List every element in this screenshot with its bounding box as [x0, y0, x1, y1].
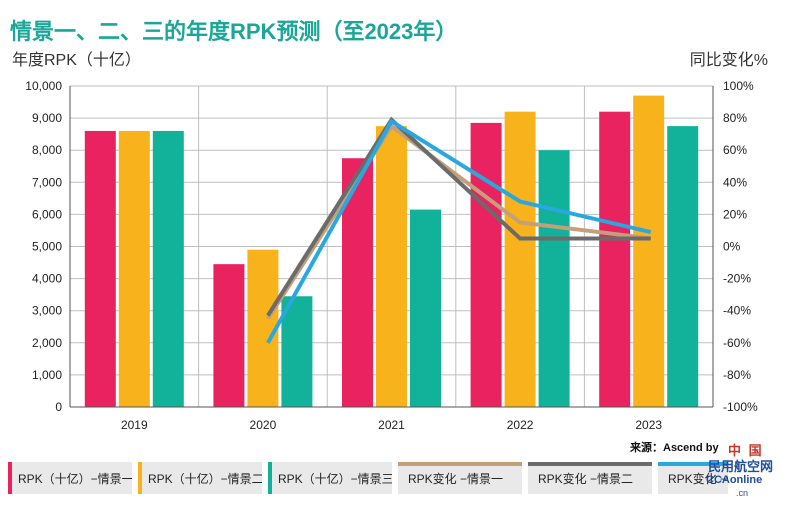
legend-label: RPK（十亿）−情景二	[148, 471, 262, 486]
bar	[247, 249, 279, 407]
legend-item-s3: RPK（十亿）−情景三	[268, 462, 392, 494]
bar	[281, 296, 313, 407]
bar	[152, 130, 184, 407]
watermark-line2: 民用航空网	[708, 459, 774, 474]
y2-tick-label: 20%	[723, 207, 747, 221]
x-tick-label: 2021	[378, 418, 405, 432]
y2-tick-label: 40%	[723, 175, 747, 189]
bar	[504, 111, 536, 408]
y2-tick-label: -60%	[723, 336, 751, 350]
legend-label: RPK变化 −情景一	[408, 471, 504, 486]
y-tick-label: 8,000	[32, 143, 62, 157]
y-tick-label: 2,000	[32, 336, 62, 350]
y-tick-label: 0	[55, 400, 62, 414]
bars	[84, 95, 699, 408]
lines	[266, 116, 652, 344]
x-tick-label: 2020	[250, 418, 277, 432]
watermark-logo: 中 国 民用航空网 CCAonline .cn	[702, 438, 798, 500]
series-line	[266, 118, 652, 344]
legend-item-l1: RPK变化 −情景一	[398, 462, 522, 494]
legend-item-s1: RPK（十亿）−情景一	[8, 462, 132, 494]
bar	[410, 209, 441, 407]
y-tick-label: 4,000	[32, 272, 62, 286]
y-axis-title: 年度RPK（十亿）	[12, 52, 141, 69]
watermark-line3: CCAonline	[706, 474, 763, 486]
y-tick-label: 6,000	[32, 207, 62, 221]
x-tick-label: 2019	[121, 418, 148, 432]
x-tick-label: 2023	[635, 418, 662, 432]
bar	[213, 264, 245, 407]
bar	[84, 130, 116, 407]
y-tick-label: 9,000	[32, 111, 62, 125]
legend: RPK（十亿）−情景一 RPK（十亿）−情景二 RPK（十亿）−情景三 RPK变…	[8, 462, 800, 498]
legend-item-l2: RPK变化 −情景二	[528, 462, 652, 494]
bar	[667, 126, 699, 407]
y2-tick-label: -100%	[723, 400, 758, 414]
axes: 0 1,000 2,000 3,000 4,000 5,000 6,000 7,000 8,00…	[25, 79, 758, 432]
legend-label: RPK（十亿）−情景三	[278, 471, 392, 486]
y2-tick-label: -40%	[723, 304, 751, 318]
y2-tick-label: 0%	[723, 240, 741, 254]
y2-tick-label: 60%	[723, 143, 747, 157]
bar	[118, 130, 150, 407]
chart-title: 情景一、二、三的年度RPK预测（至2023年）	[10, 19, 458, 44]
y-tick-label: 3,000	[32, 304, 62, 318]
y2-axis-title: 同比变化%	[689, 52, 768, 69]
source-note: 来源：Ascend by Cirium	[630, 442, 720, 454]
legend-swatch	[658, 462, 728, 466]
y-tick-label: 1,000	[32, 368, 62, 382]
y-tick-label: 10,000	[25, 79, 62, 93]
y2-tick-label: 100%	[723, 79, 754, 93]
bar	[538, 150, 570, 407]
y-tick-label: 7,000	[32, 175, 62, 189]
x-tick-label: 2022	[507, 418, 534, 432]
bar	[470, 122, 502, 407]
bar	[633, 95, 665, 407]
y2-tick-label: -80%	[723, 368, 751, 382]
series-line	[266, 123, 651, 320]
y2-tick-label: -20%	[723, 272, 751, 286]
y-tick-label: 5,000	[32, 240, 62, 254]
legend-swatch	[528, 462, 652, 466]
legend-item-s2: RPK（十亿）−情景二	[138, 462, 262, 494]
y2-tick-label: 80%	[723, 111, 747, 125]
legend-label: RPK变化 −情景三	[668, 471, 728, 486]
watermark-line1: 中 国	[728, 443, 764, 458]
bar	[376, 126, 407, 407]
legend-label: RPK（十亿）−情景一	[18, 471, 132, 486]
legend-item-l3: RPK变化 −情景三	[658, 462, 728, 494]
legend-label: RPK变化 −情景二	[538, 471, 634, 486]
bar	[599, 111, 631, 408]
legend-swatch	[398, 462, 522, 466]
series-line	[266, 116, 651, 317]
watermark-line4: .cn	[736, 488, 749, 498]
